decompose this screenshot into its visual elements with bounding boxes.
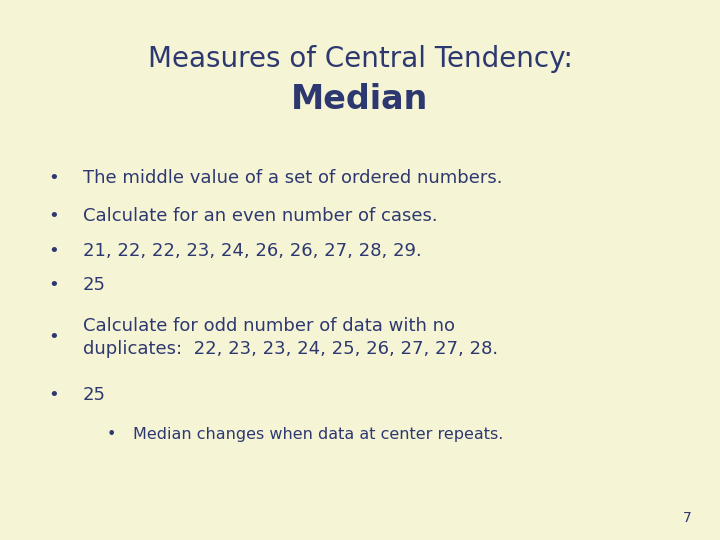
Text: 21, 22, 22, 23, 24, 26, 26, 27, 28, 29.: 21, 22, 22, 23, 24, 26, 26, 27, 28, 29. (83, 242, 421, 260)
Text: 25: 25 (83, 276, 106, 294)
Text: •: • (49, 242, 59, 260)
Text: •: • (49, 276, 59, 294)
Text: 25: 25 (83, 386, 106, 404)
Text: •: • (49, 169, 59, 187)
Text: 7: 7 (683, 511, 691, 525)
Text: The middle value of a set of ordered numbers.: The middle value of a set of ordered num… (83, 169, 503, 187)
Text: Calculate for odd number of data with no
duplicates:  22, 23, 23, 24, 25, 26, 27: Calculate for odd number of data with no… (83, 317, 498, 358)
Text: Median: Median (292, 83, 428, 117)
Text: Calculate for an even number of cases.: Calculate for an even number of cases. (83, 207, 438, 225)
Text: •: • (49, 207, 59, 225)
Text: Median changes when data at center repeats.: Median changes when data at center repea… (133, 427, 503, 442)
Text: •: • (49, 386, 59, 404)
Text: •: • (107, 427, 117, 442)
Text: Measures of Central Tendency:: Measures of Central Tendency: (148, 45, 572, 73)
Text: •: • (49, 328, 59, 347)
